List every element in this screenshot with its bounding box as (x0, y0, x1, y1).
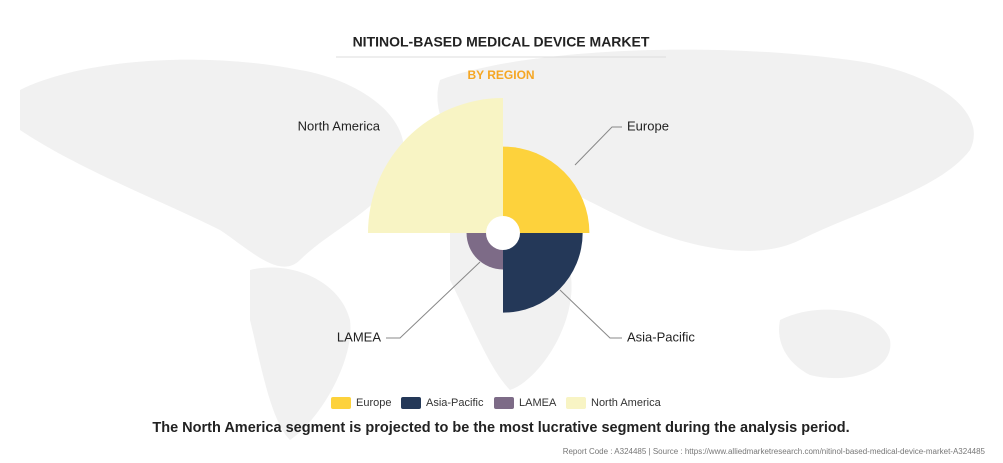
chart-subtitle: BY REGION (467, 68, 534, 82)
center-hole (486, 216, 520, 250)
footnote: The North America segment is projected t… (152, 420, 849, 436)
legend-swatch (401, 397, 421, 409)
legend-label: North America (591, 397, 662, 409)
sector (368, 98, 503, 233)
sector (503, 146, 590, 233)
leader-line (574, 126, 622, 166)
sector-label: Asia-Pacific (627, 329, 695, 344)
legend-label: Europe (356, 397, 391, 409)
leader-line (559, 289, 622, 339)
legend-label: Asia-Pacific (426, 397, 484, 409)
sector (503, 233, 583, 313)
source: Report Code : A324485 | Source : https:/… (563, 447, 986, 456)
legend-swatch (331, 397, 351, 409)
legend-label: LAMEA (519, 397, 557, 409)
sector-label: North America (298, 118, 381, 133)
chart-title: NITINOL-BASED MEDICAL DEVICE MARKET (353, 34, 650, 50)
legend-swatch (566, 397, 586, 409)
leader-line (386, 261, 481, 339)
legend-swatch (494, 397, 514, 409)
sector-label: Europe (627, 118, 669, 133)
sector-label: LAMEA (337, 329, 381, 344)
